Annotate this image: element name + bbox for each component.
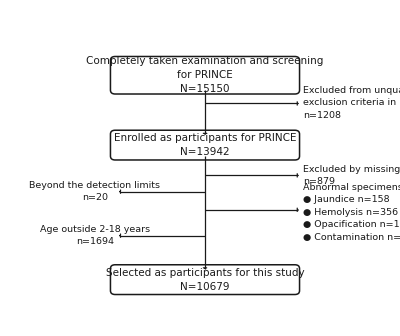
- Text: Age outside 2-18 years
n=1694: Age outside 2-18 years n=1694: [40, 225, 150, 246]
- Text: Selected as participants for this study
N=10679: Selected as participants for this study …: [106, 268, 304, 292]
- FancyBboxPatch shape: [110, 56, 300, 94]
- FancyBboxPatch shape: [110, 130, 300, 160]
- Text: Abnormal specimens:
● Jaundice n=158
● Hemolysis n=356
● Opacification n=155
● C: Abnormal specimens: ● Jaundice n=158 ● H…: [303, 183, 400, 242]
- FancyBboxPatch shape: [110, 265, 300, 295]
- Text: Excluded from unqualified inclusion and
exclusion criteria in PRINCE
n=1208: Excluded from unqualified inclusion and …: [303, 86, 400, 120]
- Text: Excluded by missing values
n=879: Excluded by missing values n=879: [303, 165, 400, 186]
- Text: Beyond the detection limits
n=20: Beyond the detection limits n=20: [30, 181, 160, 202]
- Text: Completely taken examination and screening
for PRINCE
N=15150: Completely taken examination and screeni…: [86, 56, 324, 94]
- Text: Enrolled as participants for PRINCE
N=13942: Enrolled as participants for PRINCE N=13…: [114, 133, 296, 157]
